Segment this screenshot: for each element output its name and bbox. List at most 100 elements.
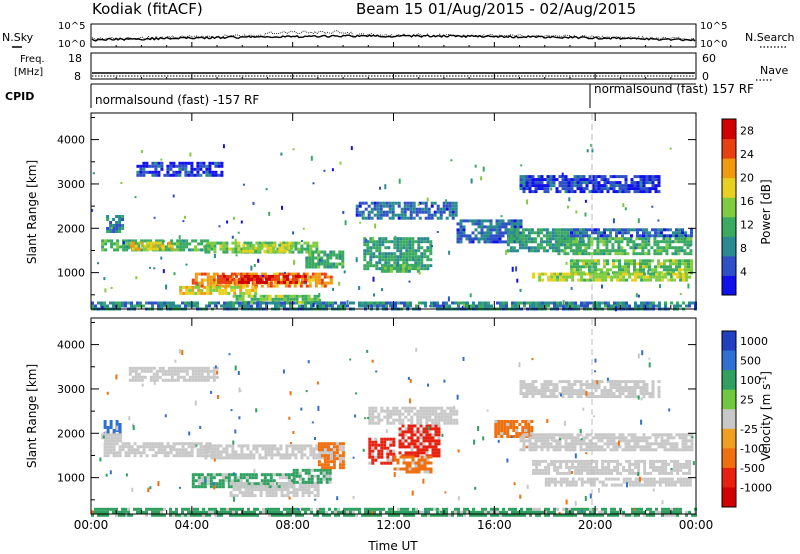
power-cell xyxy=(376,304,379,308)
power-cell xyxy=(240,250,244,254)
power-cell xyxy=(587,240,591,244)
velocity-cell xyxy=(583,465,587,469)
power-cell xyxy=(480,225,484,229)
velocity-cell xyxy=(676,462,680,466)
velocity-cell xyxy=(419,406,423,410)
power-cell xyxy=(501,231,505,235)
power-cell xyxy=(642,181,646,185)
power-cell xyxy=(420,255,424,259)
velocity-cell xyxy=(148,445,152,449)
power-cell xyxy=(391,210,395,214)
velocity-cell xyxy=(512,429,516,432)
velocity-cell xyxy=(434,418,438,422)
velocity-cell xyxy=(181,510,184,514)
power-cell xyxy=(269,284,273,288)
power-cell xyxy=(614,252,618,256)
velocity-cell xyxy=(591,436,595,440)
power-cell xyxy=(601,278,605,282)
power-cell xyxy=(486,234,490,238)
power-cell xyxy=(585,259,588,263)
velocity-cell xyxy=(249,453,253,457)
power-cell xyxy=(230,272,234,276)
velocity-cell xyxy=(106,442,110,446)
power-cell xyxy=(379,204,383,208)
power-cell xyxy=(580,278,584,282)
power-cell xyxy=(299,284,303,288)
velocity-cell xyxy=(330,453,334,457)
velocity-cell xyxy=(325,477,329,481)
power-cell xyxy=(642,178,646,182)
power-cell xyxy=(139,164,143,168)
power-cell xyxy=(685,275,689,279)
velocity-cell xyxy=(420,458,424,462)
power-cell xyxy=(658,304,661,308)
velocity-cell xyxy=(546,448,550,452)
power-cell xyxy=(212,272,216,276)
power-cell xyxy=(424,201,428,205)
power-cell xyxy=(588,259,591,263)
power-cell xyxy=(176,248,180,252)
power-cell xyxy=(582,178,586,182)
power-cell xyxy=(633,228,636,232)
velocity-cell xyxy=(631,483,635,487)
power-cell xyxy=(259,294,263,298)
power-cell xyxy=(639,184,643,188)
power-cell xyxy=(187,301,190,305)
power-cell xyxy=(492,240,496,244)
velocity-cell xyxy=(292,474,296,478)
power-cell xyxy=(499,301,502,305)
power-cell xyxy=(389,269,393,273)
power-cell xyxy=(618,259,621,263)
power-cell xyxy=(210,244,214,248)
power-cell xyxy=(630,178,634,182)
power-cell xyxy=(575,240,579,244)
velocity-cell xyxy=(163,507,166,511)
power-speckle xyxy=(408,280,411,283)
velocity-cell xyxy=(292,485,296,489)
velocity-cell xyxy=(651,433,655,437)
power-cell xyxy=(433,210,437,214)
power-cell xyxy=(635,237,639,241)
power-cell xyxy=(187,170,191,174)
power-cell xyxy=(528,190,532,194)
power-cell xyxy=(276,247,280,251)
power-cell xyxy=(454,204,458,208)
power-cell xyxy=(191,239,195,243)
power-speckle xyxy=(292,231,295,235)
velocity-cell xyxy=(103,426,107,429)
velocity-cell xyxy=(437,442,441,446)
power-cell xyxy=(411,243,415,247)
velocity-cell xyxy=(531,448,535,452)
power-cell xyxy=(157,164,161,168)
power-cell xyxy=(474,219,478,223)
power-cell xyxy=(597,184,601,188)
power-cell xyxy=(179,285,183,289)
velocity-cell xyxy=(637,459,641,463)
velocity-cell xyxy=(422,436,426,440)
power-cell xyxy=(421,207,425,211)
velocity-cell xyxy=(294,447,298,451)
power-cell xyxy=(672,262,675,266)
velocity-cell xyxy=(133,454,137,458)
power-cell xyxy=(379,216,383,220)
velocity-cell xyxy=(154,454,158,458)
velocity-cell xyxy=(118,510,121,514)
power-speckle xyxy=(110,227,113,229)
power-cell xyxy=(234,250,238,254)
velocity-cell xyxy=(419,409,423,413)
power-cell xyxy=(341,253,345,257)
power-cell xyxy=(559,278,563,282)
velocity-cell xyxy=(663,439,667,443)
power-cell xyxy=(654,265,657,269)
power-cell xyxy=(364,301,367,305)
power-cell xyxy=(172,301,175,305)
power-cell xyxy=(642,259,645,263)
power-cell xyxy=(448,207,452,211)
power-speckle xyxy=(426,197,429,202)
velocity-cell xyxy=(422,406,426,410)
power-cell xyxy=(612,175,616,179)
velocity-cell xyxy=(446,415,450,419)
power-cell xyxy=(343,301,346,305)
power-cell xyxy=(234,241,238,245)
power-cell xyxy=(613,304,616,308)
